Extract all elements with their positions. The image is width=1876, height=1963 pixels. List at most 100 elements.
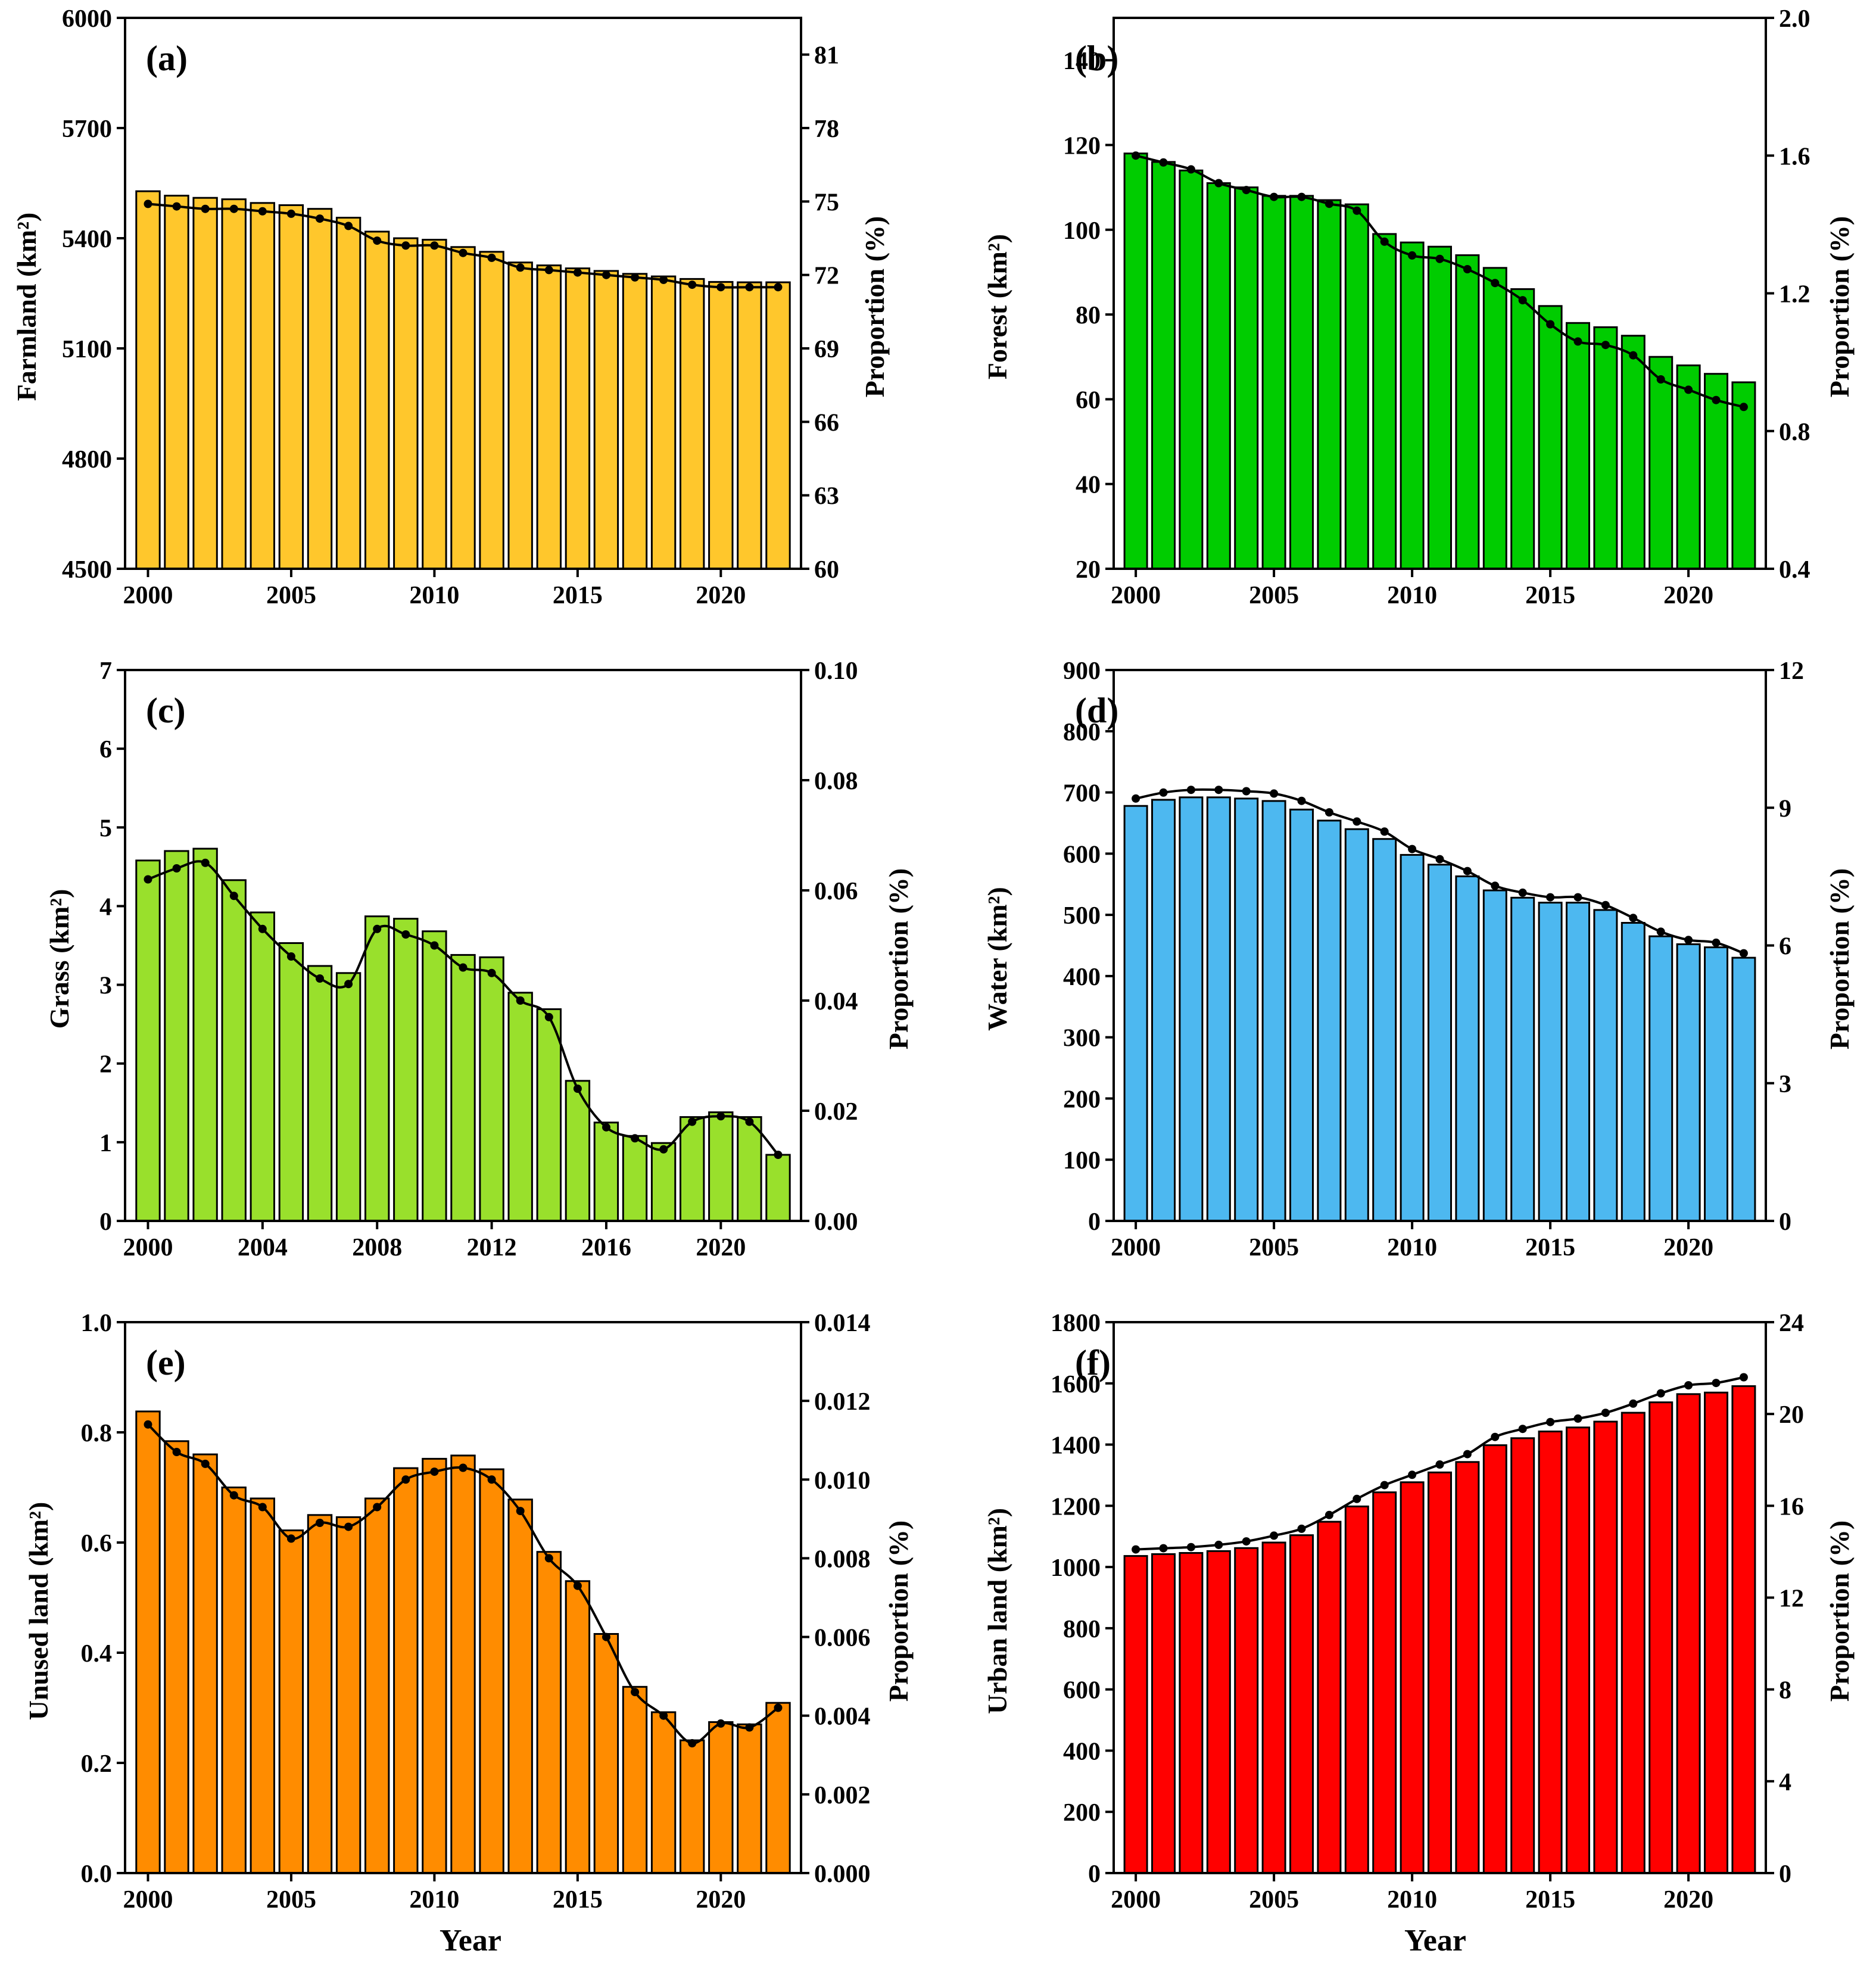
- bar-2022: [765, 1702, 791, 1874]
- y-axis-title: Urban land (km²): [982, 1508, 1012, 1714]
- y-axis-title: Grass (km²): [44, 889, 74, 1029]
- y-axis-ticks: 0 100 200 300 400 500 600 700 800 900: [1063, 658, 1114, 1236]
- proportion-point-2008: [1353, 817, 1361, 826]
- proportion-point-2012: [487, 253, 496, 262]
- y2-tick-label: 0: [1779, 1861, 1791, 1888]
- bar-2002: [192, 197, 218, 570]
- bar-2021: [737, 1723, 762, 1874]
- proportion-point-2016: [602, 1632, 610, 1641]
- proportion-point-2017: [631, 273, 640, 282]
- x-tick-label: 2020: [1663, 582, 1713, 609]
- x-tick-label: 2000: [1111, 582, 1161, 609]
- bar-2004: [250, 202, 276, 570]
- bar-2015: [1538, 305, 1563, 570]
- bar-2019: [680, 1739, 705, 1874]
- y-tick-label: 0.2: [81, 1750, 113, 1778]
- bar-2020: [708, 281, 734, 570]
- x-tick-label: 2020: [1663, 1886, 1713, 1914]
- y2-tick-label: 0.014: [814, 1310, 871, 1337]
- y2-tick-label: 0.10: [814, 658, 858, 685]
- bar-2000: [135, 859, 161, 1222]
- bar-2021: [1704, 946, 1728, 1222]
- proportion-point-2003: [229, 204, 238, 213]
- y-axis-ticks: 4500 4800 5100 5400 5700 6000: [62, 5, 125, 584]
- bar-2020: [1676, 364, 1701, 570]
- bar-2020: [1676, 1393, 1701, 1874]
- proportion-point-2018: [659, 1711, 668, 1720]
- x-tick-label: 2000: [123, 1886, 173, 1914]
- y2-tick-label: 0.012: [814, 1388, 871, 1416]
- bar-2015: [1538, 902, 1563, 1222]
- bar-2022: [1731, 956, 1756, 1222]
- y-tick-label: 900: [1063, 658, 1101, 685]
- y2-tick-label: 75: [814, 189, 839, 216]
- proportion-point-2014: [544, 266, 553, 275]
- proportion-point-2018: [1629, 351, 1638, 360]
- y-tick-label: 80: [1076, 302, 1101, 329]
- y-tick-label: 200: [1063, 1086, 1101, 1113]
- y-tick-label: 5: [99, 815, 112, 842]
- proportion-point-2013: [1491, 279, 1500, 288]
- y2-tick-label: 0.08: [814, 768, 858, 795]
- proportion-point-2014: [1518, 1425, 1527, 1434]
- bar-2017: [1593, 326, 1618, 570]
- y-tick-label: 120: [1063, 132, 1101, 160]
- y2-axis-title: Proportion (%): [883, 868, 914, 1050]
- y-tick-label: 0.8: [81, 1420, 113, 1447]
- proportion-point-2003: [1214, 786, 1223, 794]
- proportion-point-2019: [1656, 375, 1665, 384]
- proportion-point-2007: [344, 222, 353, 230]
- bars: [135, 1410, 791, 1874]
- proportion-point-2015: [573, 268, 582, 277]
- proportion-point-2020: [1684, 936, 1693, 945]
- x-tick-label: 2015: [1525, 582, 1575, 609]
- proportion-point-2009: [1380, 827, 1389, 836]
- proportion-point-2011: [1435, 254, 1444, 263]
- bar-2016: [1566, 902, 1590, 1222]
- bar-2021: [737, 281, 762, 570]
- bar-2006: [1289, 1534, 1314, 1874]
- proportion-point-2004: [1242, 1537, 1251, 1546]
- y-tick-label: 1600: [1051, 1371, 1101, 1398]
- proportion-point-2022: [1739, 403, 1748, 412]
- plot-frame: [124, 17, 802, 570]
- x-tick-label: 2016: [581, 1234, 631, 1261]
- proportion-point-2012: [487, 1475, 496, 1484]
- bar-2004: [1234, 797, 1259, 1222]
- bar-2016: [593, 1121, 619, 1222]
- bar-2010: [422, 930, 447, 1222]
- bar-2006: [1289, 808, 1314, 1222]
- y2-tick-label: 0.006: [814, 1625, 871, 1652]
- bar-2005: [278, 942, 304, 1222]
- y-axis-ticks: 0.0 0.2 0.4 0.6 0.8 1.0: [81, 1310, 125, 1888]
- proportion-point-2018: [1629, 1399, 1638, 1408]
- x-tick-label: 2012: [467, 1234, 517, 1261]
- proportion-point-2000: [144, 200, 152, 208]
- y2-tick-label: 2.0: [1779, 5, 1810, 33]
- x-tick-label: 2000: [1111, 1886, 1161, 1914]
- y-axis-ticks: 0 200 400 600 800 1000 1200 1400 1600 1800: [1051, 1310, 1114, 1888]
- x-axis-title: Year: [440, 1924, 501, 1958]
- bar-2010: [1400, 853, 1425, 1222]
- y-tick-label: 6: [99, 736, 112, 764]
- proportion-point-2015: [573, 1581, 582, 1590]
- proportion-point-2005: [1270, 192, 1279, 201]
- bar-2010: [422, 239, 447, 570]
- y2-tick-label: 69: [814, 336, 839, 363]
- proportion-point-2016: [1573, 1414, 1582, 1423]
- proportion-point-2008: [373, 1503, 382, 1512]
- y2-tick-label: 0.02: [814, 1098, 858, 1126]
- y2-tick-label: 0.00: [814, 1208, 858, 1236]
- proportion-point-2014: [544, 1012, 553, 1021]
- proportion-point-2002: [1186, 1543, 1195, 1551]
- bar-2013: [507, 992, 533, 1222]
- panel-b-forest: (b) Forest (km²) Proportion (%) 20 40 60 80…: [982, 5, 1855, 609]
- panel-a-farmland: (a) Farmland (km²) Proportion (%) 4500 48…: [11, 5, 890, 609]
- proportion-point-2022: [1739, 949, 1748, 958]
- y2-tick-label: 72: [814, 263, 839, 290]
- y-tick-label: 3: [99, 973, 112, 1000]
- y-tick-label: 40: [1076, 472, 1101, 499]
- proportion-point-2011: [459, 248, 468, 257]
- proportion-point-2006: [1297, 1524, 1306, 1533]
- y-tick-label: 5700: [62, 116, 112, 143]
